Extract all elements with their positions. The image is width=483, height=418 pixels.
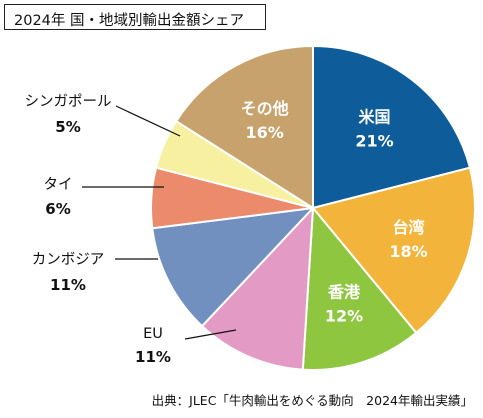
pie-slice bbox=[311, 166, 476, 335]
chart-title-box: 2024年 国・地域別輸出金額シェア bbox=[4, 4, 266, 30]
pie-slice bbox=[151, 206, 316, 328]
slice-name-label: 台湾 bbox=[393, 218, 425, 237]
slice-name-label: EU bbox=[143, 326, 163, 342]
slice-value-label: 16% bbox=[245, 123, 283, 142]
slice-value-label: 12% bbox=[325, 307, 363, 326]
pie-slice bbox=[312, 44, 472, 210]
source-note: 出典：JLEC「牛肉輸出をめぐる動向 2024年輸出実績」 bbox=[151, 393, 473, 408]
pie-slice bbox=[301, 205, 418, 371]
leader-line bbox=[184, 329, 237, 340]
slice-value-label: 11% bbox=[135, 348, 171, 366]
slice-name-label: 香港 bbox=[327, 283, 361, 302]
pie-slice bbox=[200, 205, 315, 371]
slice-value-label: 6% bbox=[45, 200, 70, 218]
leader-line bbox=[115, 105, 181, 137]
slice-value-label: 21% bbox=[355, 132, 393, 151]
chart-title: 2024年 国・地域別輸出金額シェア bbox=[14, 13, 245, 29]
slice-name-label: カンボジア bbox=[32, 251, 105, 268]
pie-slice bbox=[174, 44, 314, 210]
slice-name-label: シンガポール bbox=[25, 93, 112, 110]
slice-value-label: 18% bbox=[389, 242, 427, 261]
slice-name-label: その他 bbox=[241, 99, 289, 118]
slice-value-label: 11% bbox=[50, 276, 86, 294]
slice-name-label: タイ bbox=[44, 176, 73, 193]
slice-value-label: 5% bbox=[55, 118, 80, 136]
slice-name-label: 米国 bbox=[359, 108, 391, 127]
